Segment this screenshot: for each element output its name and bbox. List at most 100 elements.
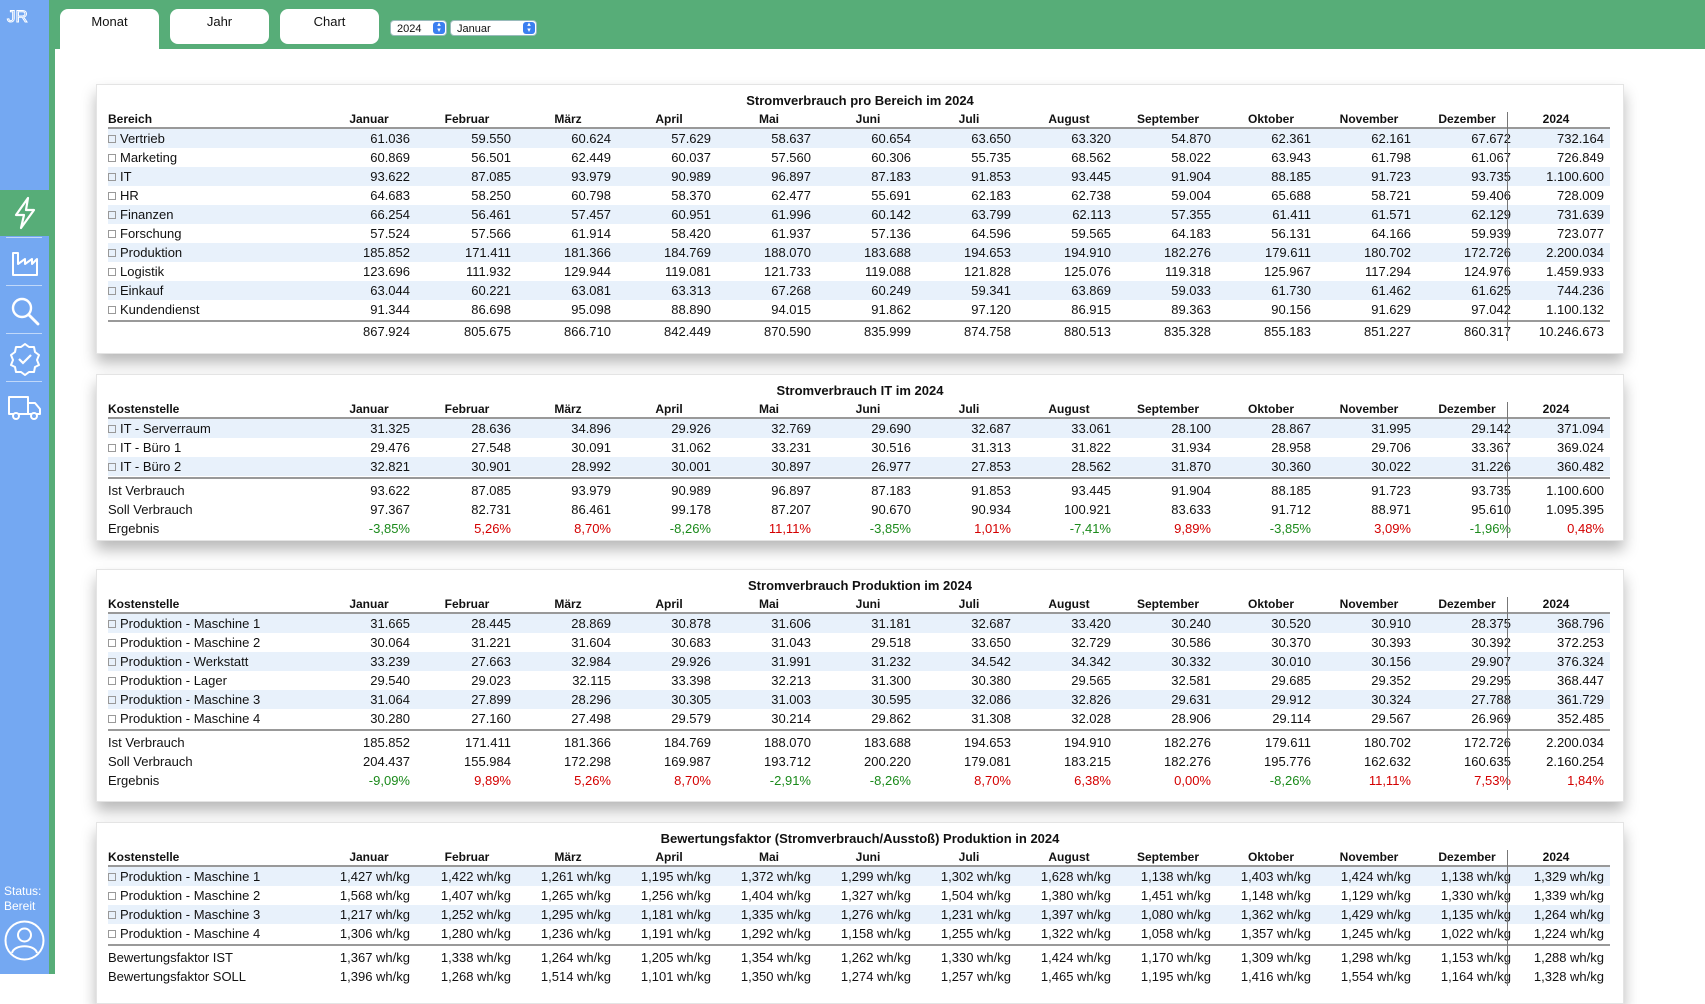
row-checkbox[interactable] <box>108 715 116 723</box>
column-header-month: Mai <box>758 850 779 864</box>
value-cell: 88.890 <box>671 302 711 317</box>
row-label: Produktion - Maschine 2 <box>108 886 260 905</box>
total-cell: 1,224 wh/kg <box>1533 926 1604 941</box>
table-row[interactable]: IT 93.622 87.085 93.979 90.989 96.897 87.183 91… <box>108 167 1610 186</box>
row-checkbox[interactable] <box>108 696 116 704</box>
row-checkbox[interactable] <box>108 230 116 238</box>
nav-energy[interactable] <box>0 190 49 236</box>
table-row[interactable]: Produktion - Lager 29.540 29.023 32.115 33.3… <box>108 671 1610 690</box>
row-label: Kundendienst <box>108 300 200 319</box>
row-checkbox[interactable] <box>108 192 116 200</box>
row-checkbox[interactable] <box>108 930 116 938</box>
value-cell: 57.457 <box>571 207 611 222</box>
total-cell: 1,264 wh/kg <box>1533 907 1604 922</box>
table-row[interactable]: Logistik 123.696 111.932 129.944 119.081 121.… <box>108 262 1610 281</box>
column-header-month: August <box>1048 850 1090 864</box>
table-row[interactable]: Produktion - Maschine 4 30.280 27.160 27.49… <box>108 709 1610 728</box>
table-row[interactable]: Kundendienst 91.344 86.698 95.098 88.890 94.0… <box>108 300 1610 319</box>
nav-quality[interactable] <box>0 336 49 382</box>
value-cell: 88.185 <box>1271 169 1311 184</box>
row-label: Ergebnis <box>108 771 159 790</box>
table-row[interactable]: Produktion 185.852 171.411 181.366 184.769 18… <box>108 243 1610 262</box>
value-cell: 29.295 <box>1471 673 1511 688</box>
row-checkbox[interactable] <box>108 135 116 143</box>
value-cell: 1,148 wh/kg <box>1240 888 1311 903</box>
table-row[interactable]: Produktion - Maschine 1 31.665 28.445 28.86… <box>108 614 1610 633</box>
value-cell: -8,26% <box>869 773 911 788</box>
table-row[interactable]: Produktion - Werkstatt 33.239 27.663 32.984… <box>108 652 1610 671</box>
value-cell: 65.688 <box>1271 188 1311 203</box>
value-cell: 1,306 wh/kg <box>339 926 410 941</box>
table-row[interactable]: Produktion - Maschine 2 30.064 31.221 31.60… <box>108 633 1610 652</box>
tab-jahr[interactable]: Jahr <box>170 9 269 44</box>
row-checkbox[interactable] <box>108 268 116 276</box>
value-cell: 805.675 <box>464 324 511 339</box>
nav-search[interactable] <box>0 288 49 334</box>
value-cell: 63.943 <box>1271 150 1311 165</box>
table-row[interactable]: IT - Büro 1 29.476 27.548 30.091 31.062 33.23… <box>108 438 1610 457</box>
table-row[interactable]: Produktion - Maschine 3 1,217 wh/kg 1,252 … <box>108 905 1610 924</box>
tab-chart[interactable]: Chart <box>280 9 379 44</box>
summary-row: Ergebnis -9,09% 9,89% 5,26% 8,70% -2,91% -8,26… <box>108 771 1610 790</box>
column-header-year: 2024 <box>1542 850 1570 864</box>
value-cell: 96.897 <box>771 483 811 498</box>
table-row[interactable]: Produktion - Maschine 4 1,306 wh/kg 1,280 … <box>108 924 1610 943</box>
nav-logistics[interactable] <box>0 384 49 430</box>
row-checkbox[interactable] <box>108 873 116 881</box>
table-row[interactable]: Vertrieb 61.036 59.550 60.624 57.629 58.637 60… <box>108 129 1610 148</box>
value-cell: 87.085 <box>471 483 511 498</box>
total-cell: 1,329 wh/kg <box>1533 869 1604 884</box>
column-header-month: Dezember <box>1438 112 1496 126</box>
row-checkbox[interactable] <box>108 306 116 314</box>
row-checkbox[interactable] <box>108 425 116 433</box>
value-cell: 29.926 <box>671 421 711 436</box>
value-cell: 33.239 <box>370 654 410 669</box>
table-row[interactable]: Produktion - Maschine 2 1,568 wh/kg 1,407 … <box>108 886 1610 905</box>
value-cell: 57.629 <box>671 131 711 146</box>
row-checkbox[interactable] <box>108 463 116 471</box>
value-cell: 1,080 wh/kg <box>1140 907 1211 922</box>
table-row[interactable]: Einkauf 63.044 60.221 63.081 63.313 67.268 60.… <box>108 281 1610 300</box>
row-checkbox[interactable] <box>108 677 116 685</box>
tab-monat[interactable]: Monat <box>60 9 159 49</box>
row-checkbox[interactable] <box>108 211 116 219</box>
value-cell: 181.366 <box>564 245 611 260</box>
table-row[interactable]: Produktion - Maschine 3 31.064 27.899 28.29… <box>108 690 1610 709</box>
column-header-month: November <box>1339 112 1399 126</box>
value-cell: 29.540 <box>370 673 410 688</box>
table-row[interactable]: Marketing 60.869 56.501 62.449 60.037 57.560 6… <box>108 148 1610 167</box>
year-select[interactable]: 2024 ▴ ▾ <box>390 20 447 36</box>
row-label: Marketing <box>108 148 177 167</box>
month-select[interactable]: Januar ▴ ▾ <box>450 20 537 36</box>
table-row[interactable]: IT - Büro 2 32.821 30.901 28.992 30.001 30.89… <box>108 457 1610 476</box>
nav-production[interactable] <box>0 240 49 286</box>
value-cell: 1,236 wh/kg <box>540 926 611 941</box>
row-checkbox[interactable] <box>108 892 116 900</box>
row-label: IT <box>108 167 132 186</box>
row-checkbox[interactable] <box>108 658 116 666</box>
value-cell: 54.870 <box>1171 131 1211 146</box>
row-checkbox[interactable] <box>108 444 116 452</box>
row-label-text: HR <box>120 188 139 203</box>
value-cell: -8,26% <box>669 521 711 536</box>
value-cell: 1,280 wh/kg <box>440 926 511 941</box>
table-row[interactable]: Finanzen 66.254 56.461 57.457 60.951 61.996 60… <box>108 205 1610 224</box>
row-checkbox[interactable] <box>108 911 116 919</box>
table-row[interactable]: Forschung 57.524 57.566 61.914 58.420 61.937 5… <box>108 224 1610 243</box>
row-checkbox[interactable] <box>108 287 116 295</box>
value-cell: 1,129 wh/kg <box>1340 888 1411 903</box>
row-checkbox[interactable] <box>108 154 116 162</box>
table-row[interactable]: Produktion - Maschine 1 1,427 wh/kg 1,422 … <box>108 867 1610 886</box>
table-row[interactable]: IT - Serverraum 31.325 28.636 34.896 29.926 3… <box>108 419 1610 438</box>
value-cell: 200.220 <box>864 754 911 769</box>
value-cell: 0,00% <box>1174 773 1211 788</box>
row-checkbox[interactable] <box>108 620 116 628</box>
value-cell: 28.636 <box>471 421 511 436</box>
value-cell: 59.033 <box>1171 283 1211 298</box>
row-checkbox[interactable] <box>108 639 116 647</box>
user-icon[interactable] <box>4 920 45 961</box>
row-checkbox[interactable] <box>108 249 116 257</box>
summary-divider <box>108 729 1610 731</box>
row-checkbox[interactable] <box>108 173 116 181</box>
table-row[interactable]: HR 64.683 58.250 60.798 58.370 62.477 55.691 62… <box>108 186 1610 205</box>
